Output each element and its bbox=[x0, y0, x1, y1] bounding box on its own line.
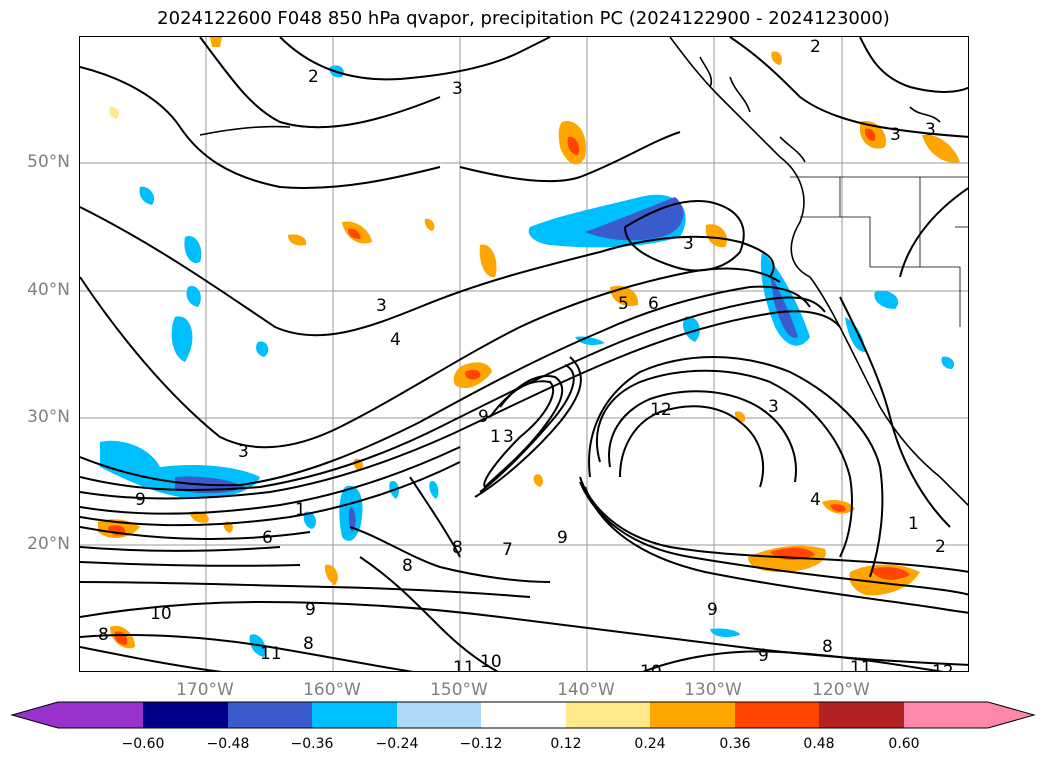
contour-label: 9 bbox=[758, 646, 769, 666]
contour-label: 8 bbox=[402, 556, 413, 576]
contour-label: 9 bbox=[135, 490, 146, 510]
contour-label: 11 bbox=[453, 658, 475, 672]
lat-label: 40°N bbox=[27, 280, 70, 300]
contour-label: 10 bbox=[480, 652, 502, 672]
lon-label: 160°W bbox=[303, 680, 361, 700]
contour-label: 1 bbox=[908, 514, 919, 534]
colorbar-segment bbox=[650, 702, 735, 728]
contour-label: 11 bbox=[850, 658, 872, 672]
contour-label: 3 bbox=[238, 442, 249, 462]
contour-label: 2 bbox=[935, 537, 946, 557]
contour-label: 8 bbox=[452, 538, 463, 558]
lat-label: 20°N bbox=[27, 534, 70, 554]
colorbar-segment bbox=[566, 702, 650, 728]
colorbar-extend-min bbox=[12, 702, 143, 728]
contour-label: 11 bbox=[260, 644, 282, 664]
contour-label: 1 bbox=[295, 500, 306, 520]
contour-label: 1 bbox=[490, 427, 501, 447]
colorbar-tick: −0.60 bbox=[121, 736, 165, 752]
lat-label: 50°N bbox=[27, 152, 70, 172]
contour-label: 4 bbox=[810, 490, 821, 510]
colorbar-tick: 0.48 bbox=[803, 736, 835, 752]
colorbar-tick: 0.36 bbox=[719, 736, 751, 752]
contour-label: 9 bbox=[557, 528, 568, 548]
colorbar-extend-max bbox=[904, 702, 1034, 728]
colorbar-segment bbox=[819, 702, 904, 728]
lon-label: 140°W bbox=[557, 680, 615, 700]
contour-label: 8 bbox=[98, 625, 109, 645]
contour-label: 9 bbox=[305, 600, 316, 620]
lon-label: 120°W bbox=[812, 680, 870, 700]
graticule bbox=[80, 37, 968, 671]
contour-label: 8 bbox=[303, 634, 314, 654]
colorbar-segment bbox=[228, 702, 312, 728]
lon-label: 170°W bbox=[176, 680, 234, 700]
state-borders bbox=[790, 176, 968, 327]
colorbar-tick: −0.12 bbox=[459, 736, 503, 752]
contour-label: 3 bbox=[452, 79, 463, 99]
contour-label-layer: 2 2 3 3 3 3 4 3 5 6 3 9 1 12 3 4 1 2 9 3… bbox=[98, 37, 954, 672]
lon-label: 150°W bbox=[430, 680, 488, 700]
contour-label: 9 bbox=[707, 600, 718, 620]
contour-label: 8 bbox=[822, 637, 833, 657]
colorbar-segment bbox=[481, 702, 566, 728]
coastline bbox=[199, 37, 968, 507]
contour-label: 3 bbox=[683, 234, 694, 254]
contour-label: 2 bbox=[810, 37, 821, 57]
contour-label: 10 bbox=[640, 662, 662, 672]
map-panel: 2 2 3 3 3 3 4 3 5 6 3 9 1 12 3 4 1 2 9 3… bbox=[79, 36, 969, 672]
contour-label: 10 bbox=[150, 604, 172, 624]
map-canvas: 2 2 3 3 3 3 4 3 5 6 3 9 1 12 3 4 1 2 9 3… bbox=[80, 37, 968, 672]
contour-label: 3 bbox=[376, 296, 387, 316]
colorbar bbox=[10, 701, 1036, 729]
contour-label: 2 bbox=[308, 67, 319, 87]
contour-label: 9 bbox=[478, 407, 489, 427]
contour-label: 3 bbox=[768, 397, 779, 417]
lon-label: 130°W bbox=[684, 680, 742, 700]
map-title: 2024122600 F048 850 hPa qvapor, precipit… bbox=[157, 8, 890, 29]
contour-label: 6 bbox=[262, 528, 273, 548]
contour-label: 3 bbox=[890, 125, 901, 145]
colorbar-segment bbox=[143, 702, 228, 728]
contour-label: 7 bbox=[502, 540, 513, 560]
colorbar-segment bbox=[312, 702, 397, 728]
contour-label: 3 bbox=[503, 427, 514, 447]
qvapor-contours bbox=[80, 37, 968, 671]
colorbar-tick: −0.48 bbox=[206, 736, 250, 752]
contour-label: 12 bbox=[650, 400, 672, 420]
contour-label: 3 bbox=[925, 120, 936, 140]
lat-label: 30°N bbox=[27, 407, 70, 427]
contour-label: 12 bbox=[932, 662, 954, 672]
colorbar-segment bbox=[397, 702, 481, 728]
contour-label: 4 bbox=[390, 330, 401, 350]
contour-label: 6 bbox=[648, 294, 659, 314]
colorbar-tick: 0.24 bbox=[634, 736, 666, 752]
colorbar-tick: 0.60 bbox=[888, 736, 920, 752]
colorbar-tick: −0.24 bbox=[375, 736, 419, 752]
colorbar-tick: −0.36 bbox=[290, 736, 334, 752]
colorbar-tick: 0.12 bbox=[550, 736, 582, 752]
contour-label: 5 bbox=[618, 294, 629, 314]
colorbar-segment bbox=[735, 702, 819, 728]
